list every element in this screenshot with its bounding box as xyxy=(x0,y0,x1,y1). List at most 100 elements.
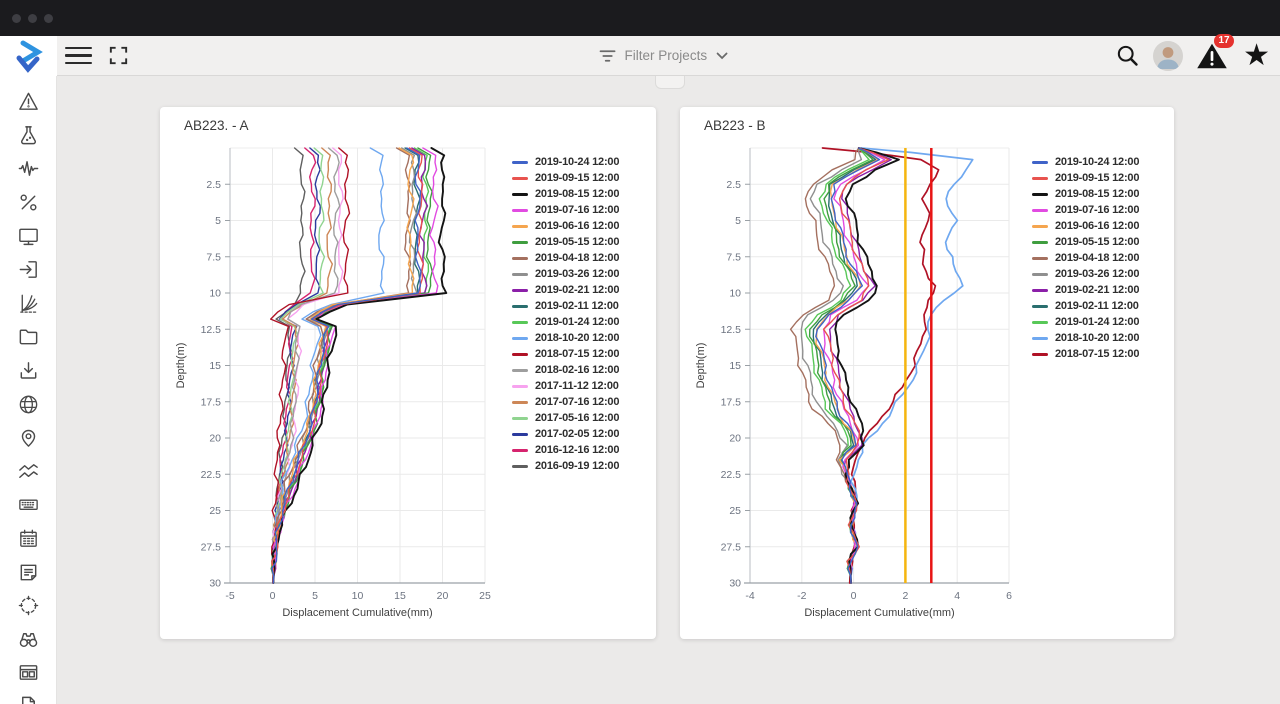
legend-swatch xyxy=(512,273,528,276)
sidebar-item-monitor[interactable] xyxy=(0,219,56,253)
legend-item[interactable]: 2018-10-20 12:00 xyxy=(1032,331,1139,347)
sidebar-item-location[interactable] xyxy=(0,421,56,455)
menu-button[interactable] xyxy=(65,46,92,65)
close-dot[interactable] xyxy=(12,13,21,23)
zoom-dot[interactable] xyxy=(44,13,53,23)
legend-item[interactable]: 2018-07-15 12:00 xyxy=(1032,347,1139,363)
legend-item[interactable]: 2016-12-16 12:00 xyxy=(512,443,619,459)
legend-item[interactable]: 2018-10-20 12:00 xyxy=(512,331,619,347)
sidebar-item-layout[interactable] xyxy=(0,656,56,690)
legend-label: 2016-09-19 12:00 xyxy=(535,460,620,472)
app-logo[interactable] xyxy=(0,36,57,76)
legend-label: 2018-10-20 12:00 xyxy=(1055,332,1140,344)
legend-swatch xyxy=(512,321,528,324)
svg-text:12.5: 12.5 xyxy=(721,324,742,336)
legend-label: 2018-07-15 12:00 xyxy=(535,348,620,360)
legend-item[interactable]: 2019-10-24 12:00 xyxy=(1032,155,1139,171)
legend-label: 2016-12-16 12:00 xyxy=(535,444,620,456)
sidebar xyxy=(0,76,57,704)
legend-item[interactable]: 2019-05-15 12:00 xyxy=(512,235,619,251)
legend-item[interactable]: 2018-07-15 12:00 xyxy=(512,347,619,363)
chart-canvas-a: 2.5 5 7.5 10 12.5 15 17.5 20 22.5 25 27.5 30 -5 0 5 10 1… xyxy=(175,147,491,619)
legend-item[interactable]: 2019-02-11 12:00 xyxy=(1032,299,1139,315)
legend-item[interactable]: 2019-10-24 12:00 xyxy=(512,155,619,171)
sidebar-item-trends[interactable] xyxy=(0,455,56,489)
legend-item[interactable]: 2019-06-16 12:00 xyxy=(1032,219,1139,235)
legend-swatch xyxy=(1032,209,1048,212)
sidebar-item-download[interactable] xyxy=(0,354,56,388)
legend-item[interactable]: 2019-03-26 12:00 xyxy=(1032,267,1139,283)
avatar[interactable] xyxy=(1153,40,1184,71)
crosshair-icon xyxy=(18,595,38,616)
legend-item[interactable]: 2019-09-15 12:00 xyxy=(512,171,619,187)
legend-item[interactable]: 2019-02-21 12:00 xyxy=(512,283,619,299)
legend-item[interactable]: 2017-05-16 12:00 xyxy=(512,411,619,427)
legend-item[interactable]: 2019-01-24 12:00 xyxy=(512,315,619,331)
map-pin-icon xyxy=(21,430,35,448)
legend-item[interactable]: 2019-07-16 12:00 xyxy=(512,203,619,219)
legend-item[interactable]: 2017-11-12 12:00 xyxy=(512,379,619,395)
filter-projects-dropdown[interactable]: Filter Projects xyxy=(599,48,729,63)
sidebar-item-target[interactable] xyxy=(0,589,56,623)
legend-swatch xyxy=(512,353,528,356)
legend-item[interactable]: 2019-04-18 12:00 xyxy=(512,251,619,267)
sidebar-item-lab[interactable] xyxy=(0,119,56,153)
sidebar-item-keyboard[interactable] xyxy=(0,488,56,522)
legend-item[interactable]: 2019-03-26 12:00 xyxy=(512,267,619,283)
fullscreen-button[interactable] xyxy=(107,44,130,67)
download-icon xyxy=(20,362,36,379)
legend-swatch xyxy=(512,385,528,388)
sidebar-item-document[interactable] xyxy=(0,690,56,704)
series-line xyxy=(815,147,881,584)
svg-text:17.5: 17.5 xyxy=(721,396,742,408)
legend-item[interactable]: 2018-02-16 12:00 xyxy=(512,363,619,379)
login-icon xyxy=(19,261,37,279)
minimize-dot[interactable] xyxy=(28,13,37,23)
series-line xyxy=(272,147,415,584)
legend-swatch xyxy=(1032,353,1048,356)
filter-panel-handle[interactable] xyxy=(655,76,685,89)
legend-label: 2019-01-24 12:00 xyxy=(535,316,620,328)
svg-text:Depth(m): Depth(m) xyxy=(175,343,187,389)
svg-text:10: 10 xyxy=(209,288,221,300)
legend-swatch xyxy=(512,161,528,164)
sidebar-item-vibration[interactable] xyxy=(0,152,56,186)
legend-item[interactable]: 2019-08-15 12:00 xyxy=(1032,187,1139,203)
legend-item[interactable]: 2017-07-16 12:00 xyxy=(512,395,619,411)
legend-item[interactable]: 2019-09-15 12:00 xyxy=(1032,171,1139,187)
svg-text:5: 5 xyxy=(735,215,741,227)
legend-swatch xyxy=(512,369,528,372)
sidebar-item-data-entry[interactable] xyxy=(0,253,56,287)
legend-item[interactable]: 2019-02-11 12:00 xyxy=(512,299,619,315)
legend-item[interactable]: 2019-07-16 12:00 xyxy=(1032,203,1139,219)
legend-item[interactable]: 2017-02-05 12:00 xyxy=(512,427,619,443)
legend-item[interactable]: 2019-06-16 12:00 xyxy=(512,219,619,235)
legend-item[interactable]: 2019-04-18 12:00 xyxy=(1032,251,1139,267)
svg-text:Displacement Cumulative(mm): Displacement Cumulative(mm) xyxy=(804,607,954,619)
sidebar-item-percent[interactable] xyxy=(0,186,56,220)
svg-text:10: 10 xyxy=(352,590,364,602)
legend-label: 2019-03-26 12:00 xyxy=(535,268,620,280)
sidebar-item-web[interactable] xyxy=(0,387,56,421)
layout-icon xyxy=(19,665,37,681)
star-icon[interactable]: ★ xyxy=(1243,38,1270,72)
legend-item[interactable]: 2019-05-15 12:00 xyxy=(1032,235,1139,251)
legend-item[interactable]: 2016-09-19 12:00 xyxy=(512,459,619,475)
legend-label: 2019-02-21 12:00 xyxy=(535,284,620,296)
chart-legend-a: 2019-10-24 12:00 2019-09-15 12:00 2019-08-… xyxy=(512,155,619,475)
legend-item[interactable]: 2019-08-15 12:00 xyxy=(512,187,619,203)
sidebar-item-calendar[interactable] xyxy=(0,522,56,556)
search-icon[interactable] xyxy=(1115,43,1140,68)
legend-item[interactable]: 2019-02-21 12:00 xyxy=(1032,283,1139,299)
legend-swatch xyxy=(512,177,528,180)
legend-item[interactable]: 2019-01-24 12:00 xyxy=(1032,315,1139,331)
notifications-button[interactable]: 17 xyxy=(1196,33,1235,71)
sidebar-item-notes[interactable] xyxy=(0,555,56,589)
legend-swatch xyxy=(1032,241,1048,244)
sidebar-item-inclinometer[interactable] xyxy=(0,287,56,321)
sidebar-item-inspect[interactable] xyxy=(0,623,56,657)
sidebar-item-alerts[interactable] xyxy=(0,85,56,119)
legend-swatch xyxy=(1032,193,1048,196)
legend-label: 2017-02-05 12:00 xyxy=(535,428,620,440)
sidebar-item-files[interactable] xyxy=(0,320,56,354)
